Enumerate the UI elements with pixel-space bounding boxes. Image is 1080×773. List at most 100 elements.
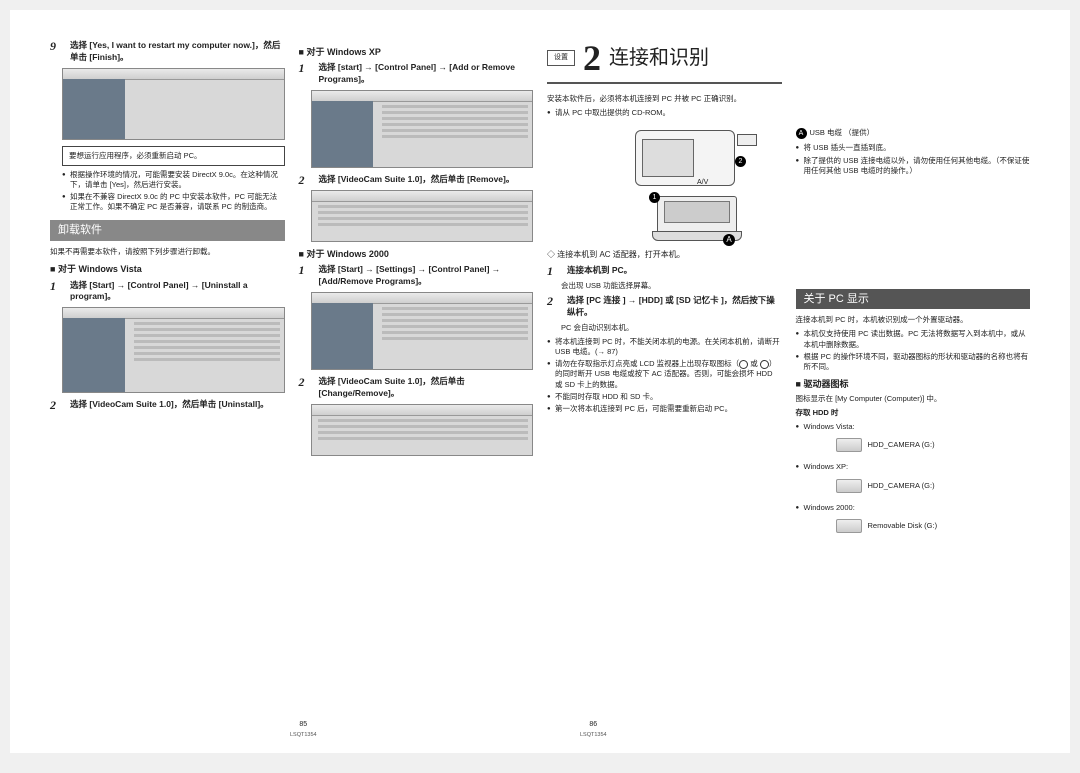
directx-notes: 根据操作环境的情况，可能需要安装 DirectX 9.0c。在这种情况下，请单击… (62, 170, 285, 213)
drive-icon (836, 438, 862, 452)
xp-step-1: 1 选择 [start] → [Control Panel] → [Add or… (299, 62, 534, 86)
uninstall-intro: 如果不再需要本软件，请按照下列步骤进行卸载。 (50, 247, 285, 257)
connect-step-2: 2 选择 [PC 连接 ] → [HDD] 或 [SD 记忆卡 ]，然后按下操纵… (547, 295, 782, 319)
step-number: 2 (299, 174, 313, 186)
drive-label: Removable Disk (G:) (868, 521, 938, 530)
pc-bullets: 本机仅支持使用 PC 读出数据。PC 无法将数据写入到本机中，或从本机中删除数据… (796, 329, 1031, 372)
manual-page: 9 选择 [Yes, I want to restart my computer… (10, 10, 1070, 753)
drive-icon-subhead: 驱动器图标 (796, 378, 1031, 390)
step2-note: PC 会自动识别本机。 (561, 323, 782, 333)
bullet-item: 请从 PC 中取出提供的 CD-ROM。 (547, 108, 782, 118)
drive-label: HDD_CAMERA (G:) (868, 440, 935, 449)
hdd-label: 存取 HDD 时 (796, 408, 1031, 418)
chapter-title: 连接和识别 (609, 45, 709, 72)
step-text: 选择 [start] → [Control Panel] → [Add or R… (319, 62, 534, 86)
note-restart: 要想运行应用程序，必须重新启动 PC。 (62, 146, 285, 166)
step-number: 2 (299, 376, 313, 400)
column-4: AUSB 电缆 （提供） 将 USB 插头一直插到底。 除了提供的 USB 连接… (796, 40, 1031, 733)
bullet-item: 根据 PC 的操作环境不同，驱动器图标的形状和驱动器的名称也将有所不同。 (796, 352, 1031, 372)
bullet-text-part: 请勿在存取指示灯点亮或 LCD 监视器上出现存取图标（ (555, 359, 739, 368)
step-9: 9 选择 [Yes, I want to restart my computer… (50, 40, 285, 64)
step-text: 连接本机到 PC。 (567, 265, 632, 277)
intro-bullets: 请从 PC 中取出提供的 CD-ROM。 (547, 108, 782, 118)
vista-step-2: 2 选择 [VideoCam Suite 1.0]，然后单击 [Uninstal… (50, 399, 285, 411)
diamond-note: 连接本机到 AC 适配器，打开本机。 (547, 250, 782, 261)
w2000-step-2: 2 选择 [VideoCam Suite 1.0]，然后单击 [Change/R… (299, 376, 534, 400)
os-list: Windows Vista: (796, 422, 1031, 432)
screenshot-installer (62, 68, 285, 140)
callout-a-badge: A (796, 128, 807, 139)
bullet-text-part: 或 (748, 359, 760, 368)
bullet-item: 如果在不兼容 DirectX 9.0c 的 PC 中安装本软件，PC 可能无法正… (62, 192, 285, 212)
page-footer-86: 86 LSQT1354 (580, 720, 607, 739)
vista-subhead: 对于 Windows Vista (50, 263, 285, 275)
step-text: 选择 [VideoCam Suite 1.0]，然后单击 [Change/Rem… (319, 376, 534, 400)
chapter-number: 2 (583, 40, 601, 76)
column-3: 设置 2 连接和识别 安装本软件后，必须将本机连接到 PC 并被 PC 正确识别… (547, 40, 782, 733)
xp-subhead: 对于 Windows XP (299, 46, 534, 58)
step-text: 选择 [VideoCam Suite 1.0]，然后单击 [Uninstall]… (70, 399, 269, 411)
os-xp-label: Windows XP: (796, 462, 1031, 472)
os-vista-label: Windows Vista: (796, 422, 1031, 432)
step-text: 选择 [PC 连接 ] → [HDD] 或 [SD 记忆卡 ]，然后按下操纵杆。 (567, 295, 782, 319)
laptop-icon (657, 196, 737, 236)
connection-diagram: A/V 1 2 A (547, 124, 782, 244)
column-2: 对于 Windows XP 1 选择 [start] → [Control Pa… (299, 40, 534, 733)
page-number: 85 (299, 721, 307, 728)
step-number: 9 (50, 40, 64, 64)
screenshot-xp-cp (311, 90, 534, 168)
chapter-header: 设置 2 连接和识别 (547, 40, 782, 84)
chapter-category: 设置 (547, 50, 575, 65)
uninstall-header: 卸载软件 (50, 220, 285, 241)
drive-note: 图标显示在 [My Computer (Computer)] 中。 (796, 394, 1031, 404)
pc-display-intro: 连接本机到 PC 时，本机被识别成一个外置驱动器。 (796, 315, 1031, 325)
doc-code: LSQT1354 (290, 732, 317, 739)
step-number: 1 (299, 264, 313, 288)
vista-drive-line: HDD_CAMERA (G:) (796, 438, 1031, 452)
step-number: 2 (50, 399, 64, 411)
xp-drive-line: HDD_CAMERA (G:) (796, 479, 1031, 493)
screenshot-w2000-remove (311, 404, 534, 456)
vista-step-1: 1 选择 [Start] → [Control Panel] → [Uninst… (50, 280, 285, 304)
drive-icon (836, 519, 862, 533)
page-footer-85: 85 LSQT1354 (290, 720, 317, 739)
pc-display-header: 关于 PC 显示 (796, 289, 1031, 310)
bullet-item: 将本机连接到 PC 时，不能关闭本机的电源。在关闭本机前，请断开 USB 电缆。… (547, 337, 782, 357)
screenshot-w2000-cp (311, 292, 534, 370)
bullet-item: 根据操作环境的情况，可能需要安装 DirectX 9.0c。在这种情况下，请单击… (62, 170, 285, 190)
usb-cable-title: USB 电缆 （提供） (810, 128, 875, 137)
doc-code: LSQT1354 (580, 732, 607, 739)
step-number: 1 (50, 280, 64, 304)
step-text: 选择 [VideoCam Suite 1.0]，然后单击 [Remove]。 (319, 174, 515, 186)
step-number: 1 (547, 265, 561, 277)
usb-plug-icon (737, 134, 757, 146)
connect-bullets: 将本机连接到 PC 时，不能关闭本机的电源。在关闭本机前，请断开 USB 电缆。… (547, 337, 782, 414)
step-number: 2 (547, 295, 561, 319)
bullet-item: 不能同时存取 HDD 和 SD 卡。 (547, 392, 782, 402)
callout-a: A (723, 234, 735, 246)
os-list: Windows 2000: (796, 503, 1031, 513)
usb-cable-notes: AUSB 电缆 （提供） 将 USB 插头一直插到底。 除了提供的 USB 连接… (796, 128, 1031, 177)
step-text: 选择 [Start] → [Control Panel] → [Uninstal… (70, 280, 285, 304)
bullet-item: 除了提供的 USB 连接电缆以外，请勿使用任何其他电缆。（不保证使用任何其他 U… (796, 156, 1031, 177)
page-number: 86 (589, 721, 597, 728)
screenshot-vista-cp (62, 307, 285, 393)
av-label: A/V (697, 178, 708, 187)
w2000-step-1: 1 选择 [Start] → [Settings] → [Control Pan… (299, 264, 534, 288)
drive-icon (836, 479, 862, 493)
access-icon-2 (760, 360, 769, 369)
screenshot-xp-remove (311, 190, 534, 242)
bullet-item: 第一次将本机连接到 PC 后，可能需要重新启动 PC。 (547, 404, 782, 414)
bullet-item: 本机仅支持使用 PC 读出数据。PC 无法将数据写入到本机中，或从本机中删除数据… (796, 329, 1031, 349)
os-list: Windows XP: (796, 462, 1031, 472)
chapter-intro: 安装本软件后，必须将本机连接到 PC 并被 PC 正确识别。 (547, 94, 782, 104)
step-text: 选择 [Start] → [Settings] → [Control Panel… (319, 264, 534, 288)
column-1: 9 选择 [Yes, I want to restart my computer… (50, 40, 285, 733)
callout-2: 2 (735, 156, 746, 167)
connect-step-1: 1 连接本机到 PC。 (547, 265, 782, 277)
drive-label: HDD_CAMERA (G:) (868, 481, 935, 490)
bullet-item: 将 USB 插头一直插到底。 (796, 143, 1031, 154)
step-number: 1 (299, 62, 313, 86)
note-line: AUSB 电缆 （提供） (796, 128, 1031, 139)
w2000-drive-line: Removable Disk (G:) (796, 519, 1031, 533)
